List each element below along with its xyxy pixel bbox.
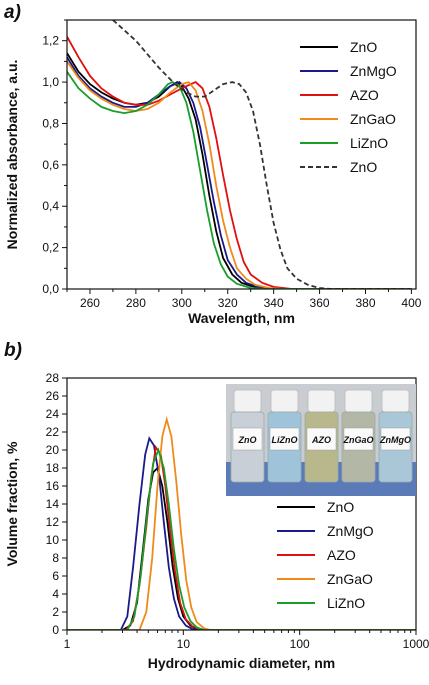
legend-label-a: LiZnO — [350, 135, 388, 151]
vial-label — [343, 427, 374, 451]
vial-cap — [270, 389, 299, 413]
y-tick-label-a: 0,2 — [42, 241, 59, 255]
legend-label-a: ZnGaO — [350, 111, 396, 127]
y-tick-label-a: 0,4 — [42, 199, 59, 213]
series-line-a-zno — [67, 52, 412, 289]
panel-label-b: b) — [4, 340, 22, 361]
x-tick-label-a: 400 — [401, 296, 421, 310]
x-axis-title-a: Wavelength, nm — [188, 310, 295, 326]
x-tick-label-a: 280 — [126, 296, 146, 310]
y-tick-label-b: 28 — [46, 371, 60, 385]
vial-label — [380, 427, 411, 451]
x-tick-label-a: 300 — [172, 296, 192, 310]
legend-label-a: AZO — [350, 87, 379, 103]
legend-label-b: AZO — [327, 547, 356, 563]
series-line-a-znmgo — [67, 56, 412, 289]
legend-a: ZnO ZnMgO AZO ZnGaO LiZnO ZnO — [300, 39, 397, 175]
vial-label-text: ZnO — [238, 435, 257, 445]
vial-label-text: AZO — [311, 435, 331, 445]
series-group-b — [67, 415, 416, 630]
vial-label — [269, 427, 300, 451]
vial-label-text: LiZnO — [272, 435, 298, 445]
series-group-a — [67, 20, 412, 289]
plot-frame-a — [66, 19, 417, 290]
y-tick-label-b: 22 — [46, 425, 60, 439]
x-tick-label-a: 360 — [310, 296, 330, 310]
inset-photo: ZnO LiZnO AZO ZnGaO ZnMgO — [226, 384, 416, 496]
vial-label-text: ZnMgO — [379, 435, 411, 445]
x-tick-label-b: 10 — [177, 637, 191, 651]
x-tick-label-a: 340 — [264, 296, 284, 310]
vial: AZO — [304, 389, 339, 483]
y-tick-label-a: 1,0 — [42, 75, 59, 89]
legend-label-b: LiZnO — [327, 595, 365, 611]
legend-label-a: ZnO — [350, 39, 377, 55]
vial: LiZnO — [267, 389, 302, 483]
y-tick-label-b: 10 — [46, 533, 60, 547]
y-tick-label-b: 14 — [46, 497, 60, 511]
series-line-a-zno-dashed — [112, 20, 412, 289]
vial-cap — [307, 389, 336, 413]
legend-label-b: ZnGaO — [327, 571, 373, 587]
x-tick-label-b: 1000 — [403, 637, 429, 651]
y-axis-title-a: Normalized absorbance, a.u. — [4, 60, 20, 250]
x-axis-title-b: Hydrodynamic diameter, nm — [148, 655, 336, 671]
y-tick-label-b: 20 — [46, 443, 60, 457]
y-tick-label-a: 0,8 — [42, 116, 59, 130]
x-tick-label-a: 380 — [355, 296, 375, 310]
vial-label — [232, 427, 263, 451]
y-tick-label-b: 16 — [46, 479, 60, 493]
y-tick-label-a: 0,6 — [42, 158, 59, 172]
vial-cap — [233, 389, 262, 413]
vial-cap — [381, 389, 410, 413]
legend-b: ZnO ZnMgO AZO ZnGaO LiZnO — [277, 499, 374, 611]
y-tick-label-b: 12 — [46, 515, 60, 529]
panel-a: a) 260 280 300 320 340 360 380 400 0,0 0,2 0,4 0,6 0,… — [4, 2, 422, 326]
panel-label-a: a) — [4, 2, 21, 23]
y-tick-label-a: 1,2 — [42, 34, 59, 48]
series-line-b-zngao — [67, 415, 416, 630]
y-tick-label-b: 4 — [52, 587, 59, 601]
x-tick-label-a: 260 — [80, 296, 100, 310]
series-line-a-azo — [67, 36, 412, 289]
series-line-b-lizno — [67, 447, 416, 630]
y-tick-label-b: 8 — [52, 551, 59, 565]
panel-b: b)1 10 100 10000246810121416182022242628Hyd… — [4, 340, 429, 671]
vial-label-text: ZnGaO — [342, 435, 373, 445]
series-line-a-zngao — [67, 60, 412, 289]
vial: ZnMgO — [378, 389, 413, 483]
legend-label-b: ZnO — [327, 499, 354, 515]
x-tick-label-a: 320 — [218, 296, 238, 310]
vial: ZnO — [230, 389, 265, 483]
y-axis-title-b: Volume fraction, % — [4, 441, 20, 567]
y-tick-label-b: 0 — [52, 623, 59, 637]
legend-label-a: ZnMgO — [350, 63, 397, 79]
legend-label-b: ZnMgO — [327, 523, 374, 539]
vial-cap — [344, 389, 373, 413]
series-line-a-lizno — [67, 71, 412, 289]
y-tick-label-b: 2 — [52, 605, 59, 619]
y-tick-label-b: 6 — [52, 569, 59, 583]
y-tick-label-b: 26 — [46, 389, 60, 403]
y-tick-label-b: 24 — [46, 407, 60, 421]
vial-label — [306, 427, 337, 451]
legend-label-a: ZnO — [350, 159, 377, 175]
x-tick-label-b: 1 — [64, 637, 71, 651]
y-tick-label-a: 0,0 — [42, 282, 59, 296]
y-tick-label-b: 18 — [46, 461, 60, 475]
vial: ZnGaO — [341, 389, 376, 483]
x-tick-label-b: 100 — [290, 637, 310, 651]
